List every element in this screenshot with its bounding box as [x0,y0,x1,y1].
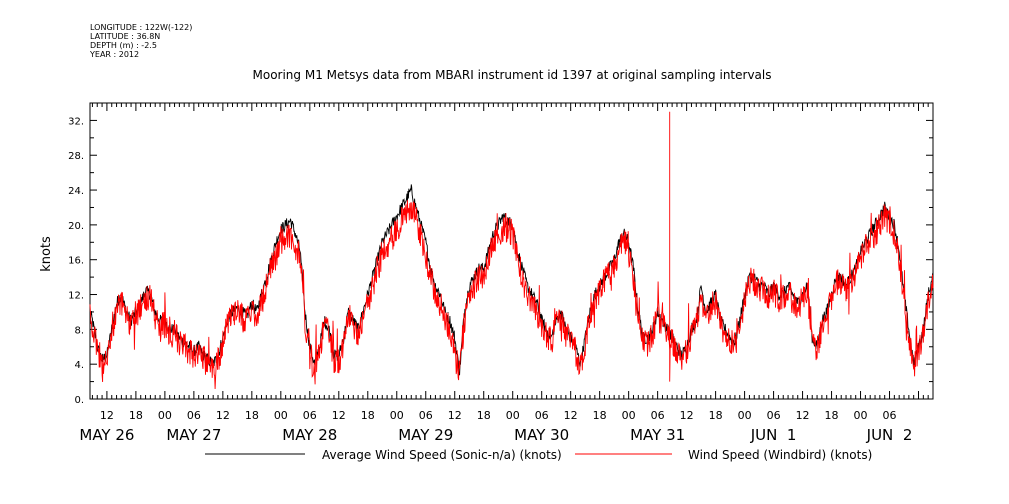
y-tick-label: 32. [68,116,84,127]
x-hour-label: 00 [274,409,288,422]
x-day-label: JUN 1 [750,426,797,444]
legend-label-windbird-wind-speed: Wind Speed (Windbird) (knots) [688,448,872,462]
x-hour-label: 12 [216,409,230,422]
x-hour-label: 12 [100,409,114,422]
longitude-label: LONGITUDE : 122W(-122) [90,23,192,32]
y-tick-label: 0. [74,395,84,406]
x-hour-label: 12 [564,409,578,422]
legend: Average Wind Speed (Sonic-n/a) (knots) W… [205,448,872,462]
y-tick-label: 24. [68,186,84,197]
x-hour-label: 00 [506,409,520,422]
x-day-label: MAY 30 [514,426,569,444]
depth-label: DEPTH (m) : -2.5 [90,41,157,50]
x-hour-label: 00 [622,409,636,422]
mooring-metadata: LONGITUDE : 122W(-122) LATITUDE : 36.8N … [89,23,192,59]
x-day-label: MAY 31 [630,426,685,444]
y-axis-label: knots [39,236,54,272]
y-tick-label: 20. [68,221,84,232]
latitude-label: LATITUDE : 36.8N [90,32,160,41]
x-hour-label: 18 [825,409,839,422]
y-tick-label: 28. [68,151,84,162]
x-hour-label: 18 [361,409,375,422]
series-layer [89,111,934,390]
x-hour-label: 18 [129,409,143,422]
y-tick-label: 12. [68,291,84,302]
x-hour-label: 06 [767,409,781,422]
x-hour-label: 12 [680,409,694,422]
x-hour-label: 06 [535,409,549,422]
y-tick-label: 16. [68,256,84,267]
x-day-label: MAY 26 [79,426,134,444]
x-day-label: MAY 29 [398,426,453,444]
x-axis-ticks: 12 18 00 06 12 18 00 06 12 18 00 06 12 18 00 06 12 18 00 06… [79,103,929,444]
x-hour-label: 06 [883,409,897,422]
x-hour-label: 12 [796,409,810,422]
legend-label-average-wind-speed: Average Wind Speed (Sonic-n/a) (knots) [322,448,562,462]
x-hour-label: 12 [332,409,346,422]
x-day-label: MAY 28 [282,426,337,444]
x-hour-label: 18 [245,409,259,422]
series-line-windbird-wind-speed [89,111,934,390]
x-hour-label: 06 [419,409,433,422]
x-hour-label: 18 [593,409,607,422]
year-label: YEAR : 2012 [89,50,139,59]
x-hour-label: 00 [390,409,404,422]
x-hour-label: 12 [448,409,462,422]
chart-title: Mooring M1 Metsys data from MBARI instru… [253,68,772,82]
y-tick-label: 8. [74,325,84,336]
x-hour-label: 00 [738,409,752,422]
x-day-label: MAY 27 [166,426,221,444]
x-hour-label: 18 [477,409,491,422]
x-hour-label: 18 [709,409,723,422]
x-hour-label: 00 [158,409,172,422]
series-line-average-wind-speed [89,184,934,376]
x-hour-label: 06 [651,409,665,422]
x-hour-label: 06 [303,409,317,422]
x-day-label: JUN 2 [866,426,913,444]
plot-frame [89,102,934,400]
x-hour-label: 06 [187,409,201,422]
x-hour-label: 00 [854,409,868,422]
y-axis-ticks: 0. 4. 8. 12. 16. 20. 24. 28. 32. [68,102,933,406]
y-tick-label: 4. [74,360,84,371]
